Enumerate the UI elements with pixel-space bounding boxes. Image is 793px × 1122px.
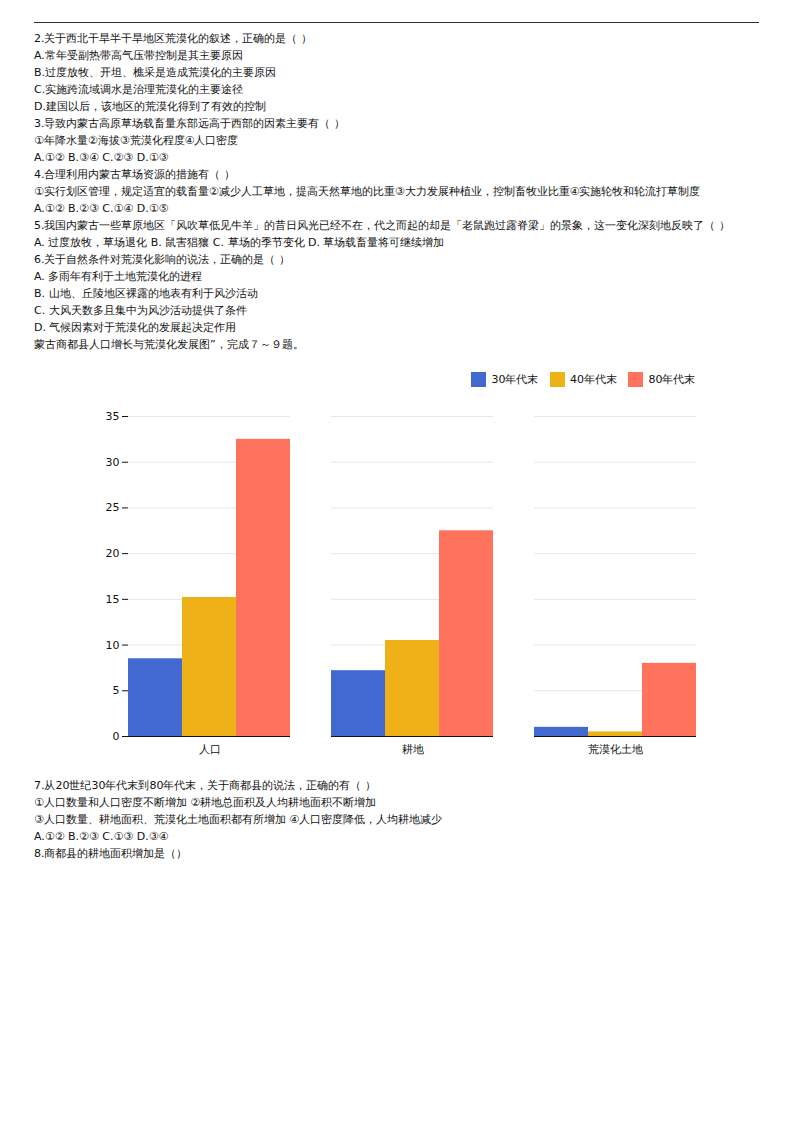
html-text:A.①② B.②③ C.①③ D.③④: A.①② B.②③ C.①③ D.③④ [34,829,169,843]
svg-text:35: 35 [105,410,119,423]
html-text:40年代末: 40年代末 [570,373,617,386]
html-text:3.导致内蒙古高原草场载畜量东部远高于西部的因素主要有（ ）: 3.导致内蒙古高原草场载畜量东部远高于西部的因素主要有（ ） [34,117,345,130]
html-text:A. 过度放牧，草场退化 B. 鼠害猖獽 C. 草场的季节变: A. 过度放牧，草场退化 B. 鼠害猖獽 C. 草场的季节变化 D. 草场载畜量… [34,236,445,249]
html-text:蒙古商都县人口增长与荒漠化发展图”，完成７～９题。: 蒙古商都县人口增长与荒漠化发展图”，完成７～９题。 [34,338,304,351]
html-text:B. 山地、丘陵地区裸露的地表有利于风沙活动: B. 山地、丘陵地区裸露的地表有利于风沙活动 [34,287,258,300]
svg-text:25: 25 [105,501,119,514]
html-text:6.关于自然条件对荒漠化影响的说法，正确的是（ ）: 6.关于自然条件对荒漠化影响的说法，正确的是（ ） [34,253,290,266]
html-text:7.从20世纪30年代末到80年代末，关于商都县的说法，正确: 7.从20世纪30年代末到80年代末，关于商都县的说法，正确的有（ ） [34,778,376,792]
html-text:A. 多雨年有利于土地荒漠化的进程: A. 多雨年有利于土地荒漠化的进程 [34,270,203,283]
html-text:80年代末: 80年代末 [648,373,696,386]
html-text:4.合理利用内蒙古草场资源的措施有（ ）: 4.合理利用内蒙古草场资源的措施有（ ） [34,168,235,181]
html-text:C.实施跨流域调水是治理荒漠化的主要途径: C.实施跨流域调水是治理荒漠化的主要途径 [34,83,244,96]
html-text:①实行划区管理，规定适宜的载畜量②减少人工草地，提高天然草地: ①实行划区管理，规定适宜的载畜量②减少人工草地，提高天然草地的比重③大力发展种植… [34,185,701,198]
html-text:A.①② B.②③ C.①④ D.①⑤: A.①② B.②③ C.①④ D.①⑤ [34,202,169,215]
html-text:D.建国以后，该地区的荒漠化得到了有效的控制: D.建国以后，该地区的荒漠化得到了有效的控制 [34,100,266,113]
svg-text:0: 0 [112,730,119,743]
html-text:③人口数量、耕地面积、荒漠化土地面积都有所增加 ④人口密度降: ③人口数量、耕地面积、荒漠化土地面积都有所增加 ④人口密度降低，人均耕地减少 [34,812,443,826]
html-text:B.过度放牧、开坦、樵采是造成荒漠化的主要原因: B.过度放牧、开坦、樵采是造成荒漠化的主要原因 [34,66,276,79]
svg-text:15: 15 [105,592,119,605]
html-text:C. 大风天数多且集中为风沙活动提供了条件: C. 大风天数多且集中为风沙活动提供了条件 [34,304,247,317]
svg-text:5: 5 [112,684,119,697]
html-text:2.关于西北干旱半干旱地区荒漠化的叙述，正确的是（ ）: 2.关于西北干旱半干旱地区荒漠化的叙述，正确的是（ ） [34,32,312,45]
html-text:8.商都县的耕地面积增加是（）: 8.商都县的耕地面积增加是（） [34,846,188,860]
svg-text:耕地: 耕地 [401,743,423,756]
svg-text:荒漠化土地: 荒漠化土地 [588,743,643,756]
html-text:①年降水量②海拔③荒漠化程度④人口密度: ①年降水量②海拔③荒漠化程度④人口密度 [34,134,239,147]
html-text:D. 气候因素对于荒漠化的发展起决定作用: D. 气候因素对于荒漠化的发展起决定作用 [34,321,237,334]
svg-text:30: 30 [105,455,119,468]
html-text:①人口数量和人口密度不断增加 ②耕地总面积及人均耕地面积不断: ①人口数量和人口密度不断增加 ②耕地总面积及人均耕地面积不断增加 [34,795,377,809]
html-text:5.我国内蒙古一些草原地区「风吹草低见牛羊」的昔日风光已经不: 5.我国内蒙古一些草原地区「风吹草低见牛羊」的昔日风光已经不在，代之而起的却是「… [34,219,730,232]
svg-text:人口: 人口 [198,743,220,756]
svg-text:20: 20 [105,547,119,560]
html-text:30年代末: 30年代末 [491,373,539,386]
html-text:A.常年受副热带高气压带控制是其主要原因: A.常年受副热带高气压带控制是其主要原因 [34,49,243,62]
html-text:A.①② B.③④ C.②③ D.①③: A.①② B.③④ C.②③ D.①③ [34,151,169,164]
svg-text:10: 10 [105,638,119,651]
